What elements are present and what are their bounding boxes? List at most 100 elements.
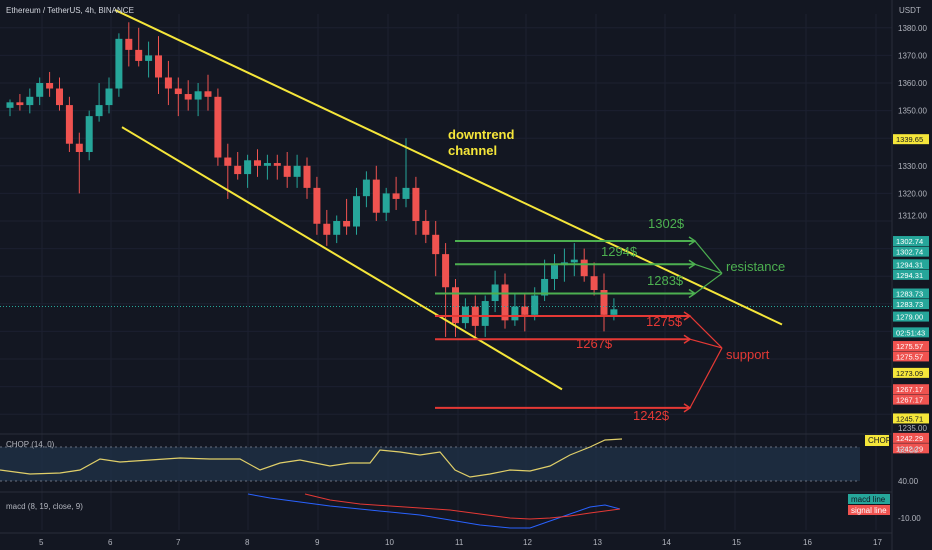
arrow-head — [683, 334, 692, 344]
candle-body — [56, 88, 63, 106]
support-label: support — [726, 347, 770, 362]
time-tick: 7 — [176, 538, 181, 547]
time-tick: 14 — [662, 538, 671, 547]
price-badge — [893, 394, 929, 405]
res-1302-label: 1302$ — [648, 216, 685, 231]
channel-lower-line — [121, 126, 563, 391]
candle-body — [333, 221, 341, 235]
price-badge-text: 02:51:43 — [896, 328, 925, 337]
downtrend-channel — [114, 9, 783, 391]
time-tick: 17 — [873, 538, 882, 547]
price-badge-text: 1242.29 — [896, 444, 923, 453]
candle-body — [6, 102, 14, 108]
price-badge-text: 1302.74 — [896, 237, 923, 246]
candle-body — [46, 83, 54, 89]
channel-label-1: downtrend — [448, 127, 514, 142]
price-tick: 1360.00 — [898, 79, 927, 88]
price-tick: 1380.00 — [898, 24, 927, 33]
price-badge — [893, 269, 929, 280]
candle-body — [293, 165, 301, 177]
candle-body — [501, 284, 509, 321]
time-tick: 15 — [732, 538, 741, 547]
candle-body — [353, 196, 360, 227]
arrow-head — [683, 311, 692, 321]
time-tick: 11 — [455, 538, 464, 547]
time-axis[interactable]: 5 6 7 8 9 10 11 12 13 14 15 16 17 — [0, 532, 892, 547]
price-badge — [893, 351, 929, 362]
price-tick: 1320.00 — [898, 189, 927, 198]
candle-body — [283, 165, 291, 177]
channel-label-2: channel — [448, 143, 497, 158]
price-badge-text: 1283.73 — [896, 290, 923, 299]
macd-line — [247, 493, 621, 529]
candle-body — [422, 221, 430, 235]
candle-body — [125, 38, 133, 50]
price-badge-text: 1302.74 — [896, 248, 923, 257]
price-tick: 1370.00 — [898, 51, 927, 60]
candle-body — [75, 143, 83, 152]
macd-badge: macd line — [851, 495, 886, 504]
candle-body — [382, 193, 390, 213]
macd-badge-bg — [848, 494, 890, 504]
support-arrow — [689, 315, 723, 349]
candle-body — [273, 163, 281, 166]
candle-body — [372, 179, 380, 213]
chop-pane — [0, 433, 892, 482]
currency-label: USDT — [899, 6, 921, 15]
price-axis[interactable]: 1380.00 1370.00 1360.00 1350.00 1330.00 1320.… — [891, 0, 929, 550]
price-badge-text: 1267.17 — [896, 385, 923, 394]
levels — [435, 236, 723, 413]
candle-body — [531, 295, 539, 315]
candle-body — [343, 221, 351, 227]
price-badge — [893, 236, 929, 247]
candle-body — [442, 254, 450, 288]
candle-body — [570, 259, 578, 263]
signal-badge-bg — [848, 505, 890, 515]
macd-pane — [0, 491, 892, 529]
candle-body — [95, 105, 103, 117]
candle-body — [234, 165, 242, 175]
arrow-head — [688, 288, 697, 299]
candle-body — [600, 290, 608, 315]
time-tick: 5 — [39, 538, 44, 547]
chop-label: CHOP (14, 0) — [6, 440, 55, 449]
price-tick: 1312.00 — [898, 211, 927, 220]
signal-line — [304, 493, 621, 520]
candle-body — [323, 223, 331, 235]
price-badge — [893, 367, 929, 378]
candle-body — [164, 77, 172, 89]
time-tick: 8 — [245, 538, 250, 547]
resistance-arrow — [694, 263, 723, 275]
candle-body — [551, 265, 558, 279]
sup-1242-label: 1242$ — [633, 408, 670, 423]
chop-tick-40: 40.00 — [898, 477, 919, 486]
price-badge — [893, 246, 929, 257]
time-tick: 12 — [523, 538, 532, 547]
candle-body — [590, 276, 598, 290]
candle-body — [194, 91, 202, 100]
candle-body — [85, 116, 93, 152]
price-badge-text: 1267.17 — [896, 396, 923, 405]
resistance-label: resistance — [726, 259, 785, 274]
price-tick: 1235.00 — [898, 424, 927, 433]
candle-body — [481, 301, 489, 326]
price-badge — [893, 288, 929, 299]
support-arrow — [689, 338, 723, 349]
arrow-head — [688, 236, 697, 246]
candle-body — [263, 163, 271, 166]
candle-body — [244, 160, 252, 175]
candle-body — [184, 94, 192, 100]
arrow-head — [688, 259, 697, 269]
price-tick: 1350.00 — [898, 107, 927, 116]
resistance-arrow — [694, 272, 723, 294]
price-badge — [893, 327, 929, 338]
candle-body — [174, 88, 182, 95]
price-badge — [893, 134, 929, 145]
price-badge — [893, 432, 929, 443]
candle-body — [303, 165, 311, 188]
candle-body — [65, 105, 73, 144]
candle-body — [511, 306, 519, 321]
candle-body — [254, 160, 261, 166]
candle-body — [412, 187, 420, 221]
